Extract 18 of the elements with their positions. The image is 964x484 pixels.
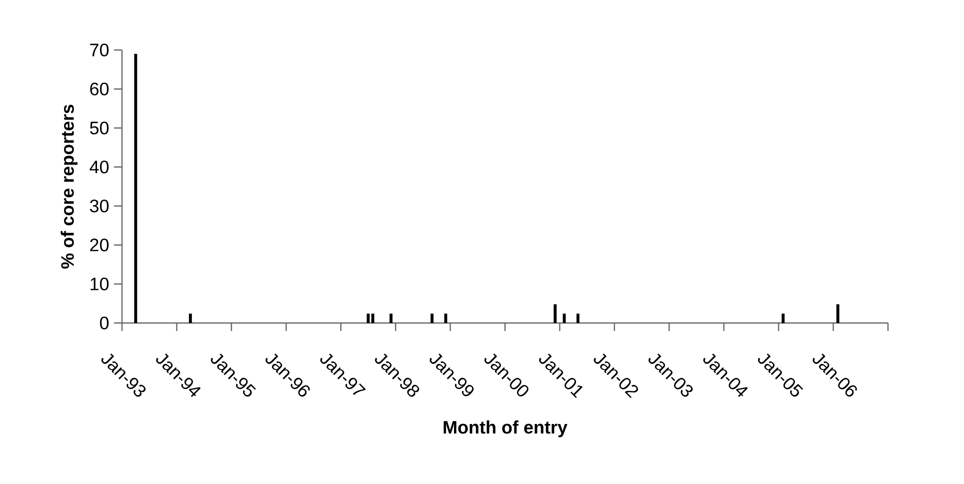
y-axis-title: % of core reporters xyxy=(60,104,78,269)
x-axis-title: Month of entry xyxy=(444,420,568,438)
bar xyxy=(836,304,840,323)
bar xyxy=(134,54,138,323)
bar xyxy=(390,314,392,323)
bar xyxy=(188,314,192,323)
y-tick-label: 20 xyxy=(90,238,109,252)
y-tick-label: 30 xyxy=(90,200,109,212)
bar xyxy=(554,304,557,323)
bar xyxy=(576,314,580,323)
y-tick-label: 10 xyxy=(90,278,109,290)
bar xyxy=(430,314,434,323)
y-tick-label: 40 xyxy=(90,160,109,174)
y-tick-label: 50 xyxy=(90,122,109,134)
y-tick-label: 0 xyxy=(100,316,109,330)
y-tick-label: 60 xyxy=(90,82,109,96)
y-tick-label: 70 xyxy=(90,44,109,56)
bar xyxy=(782,314,785,323)
